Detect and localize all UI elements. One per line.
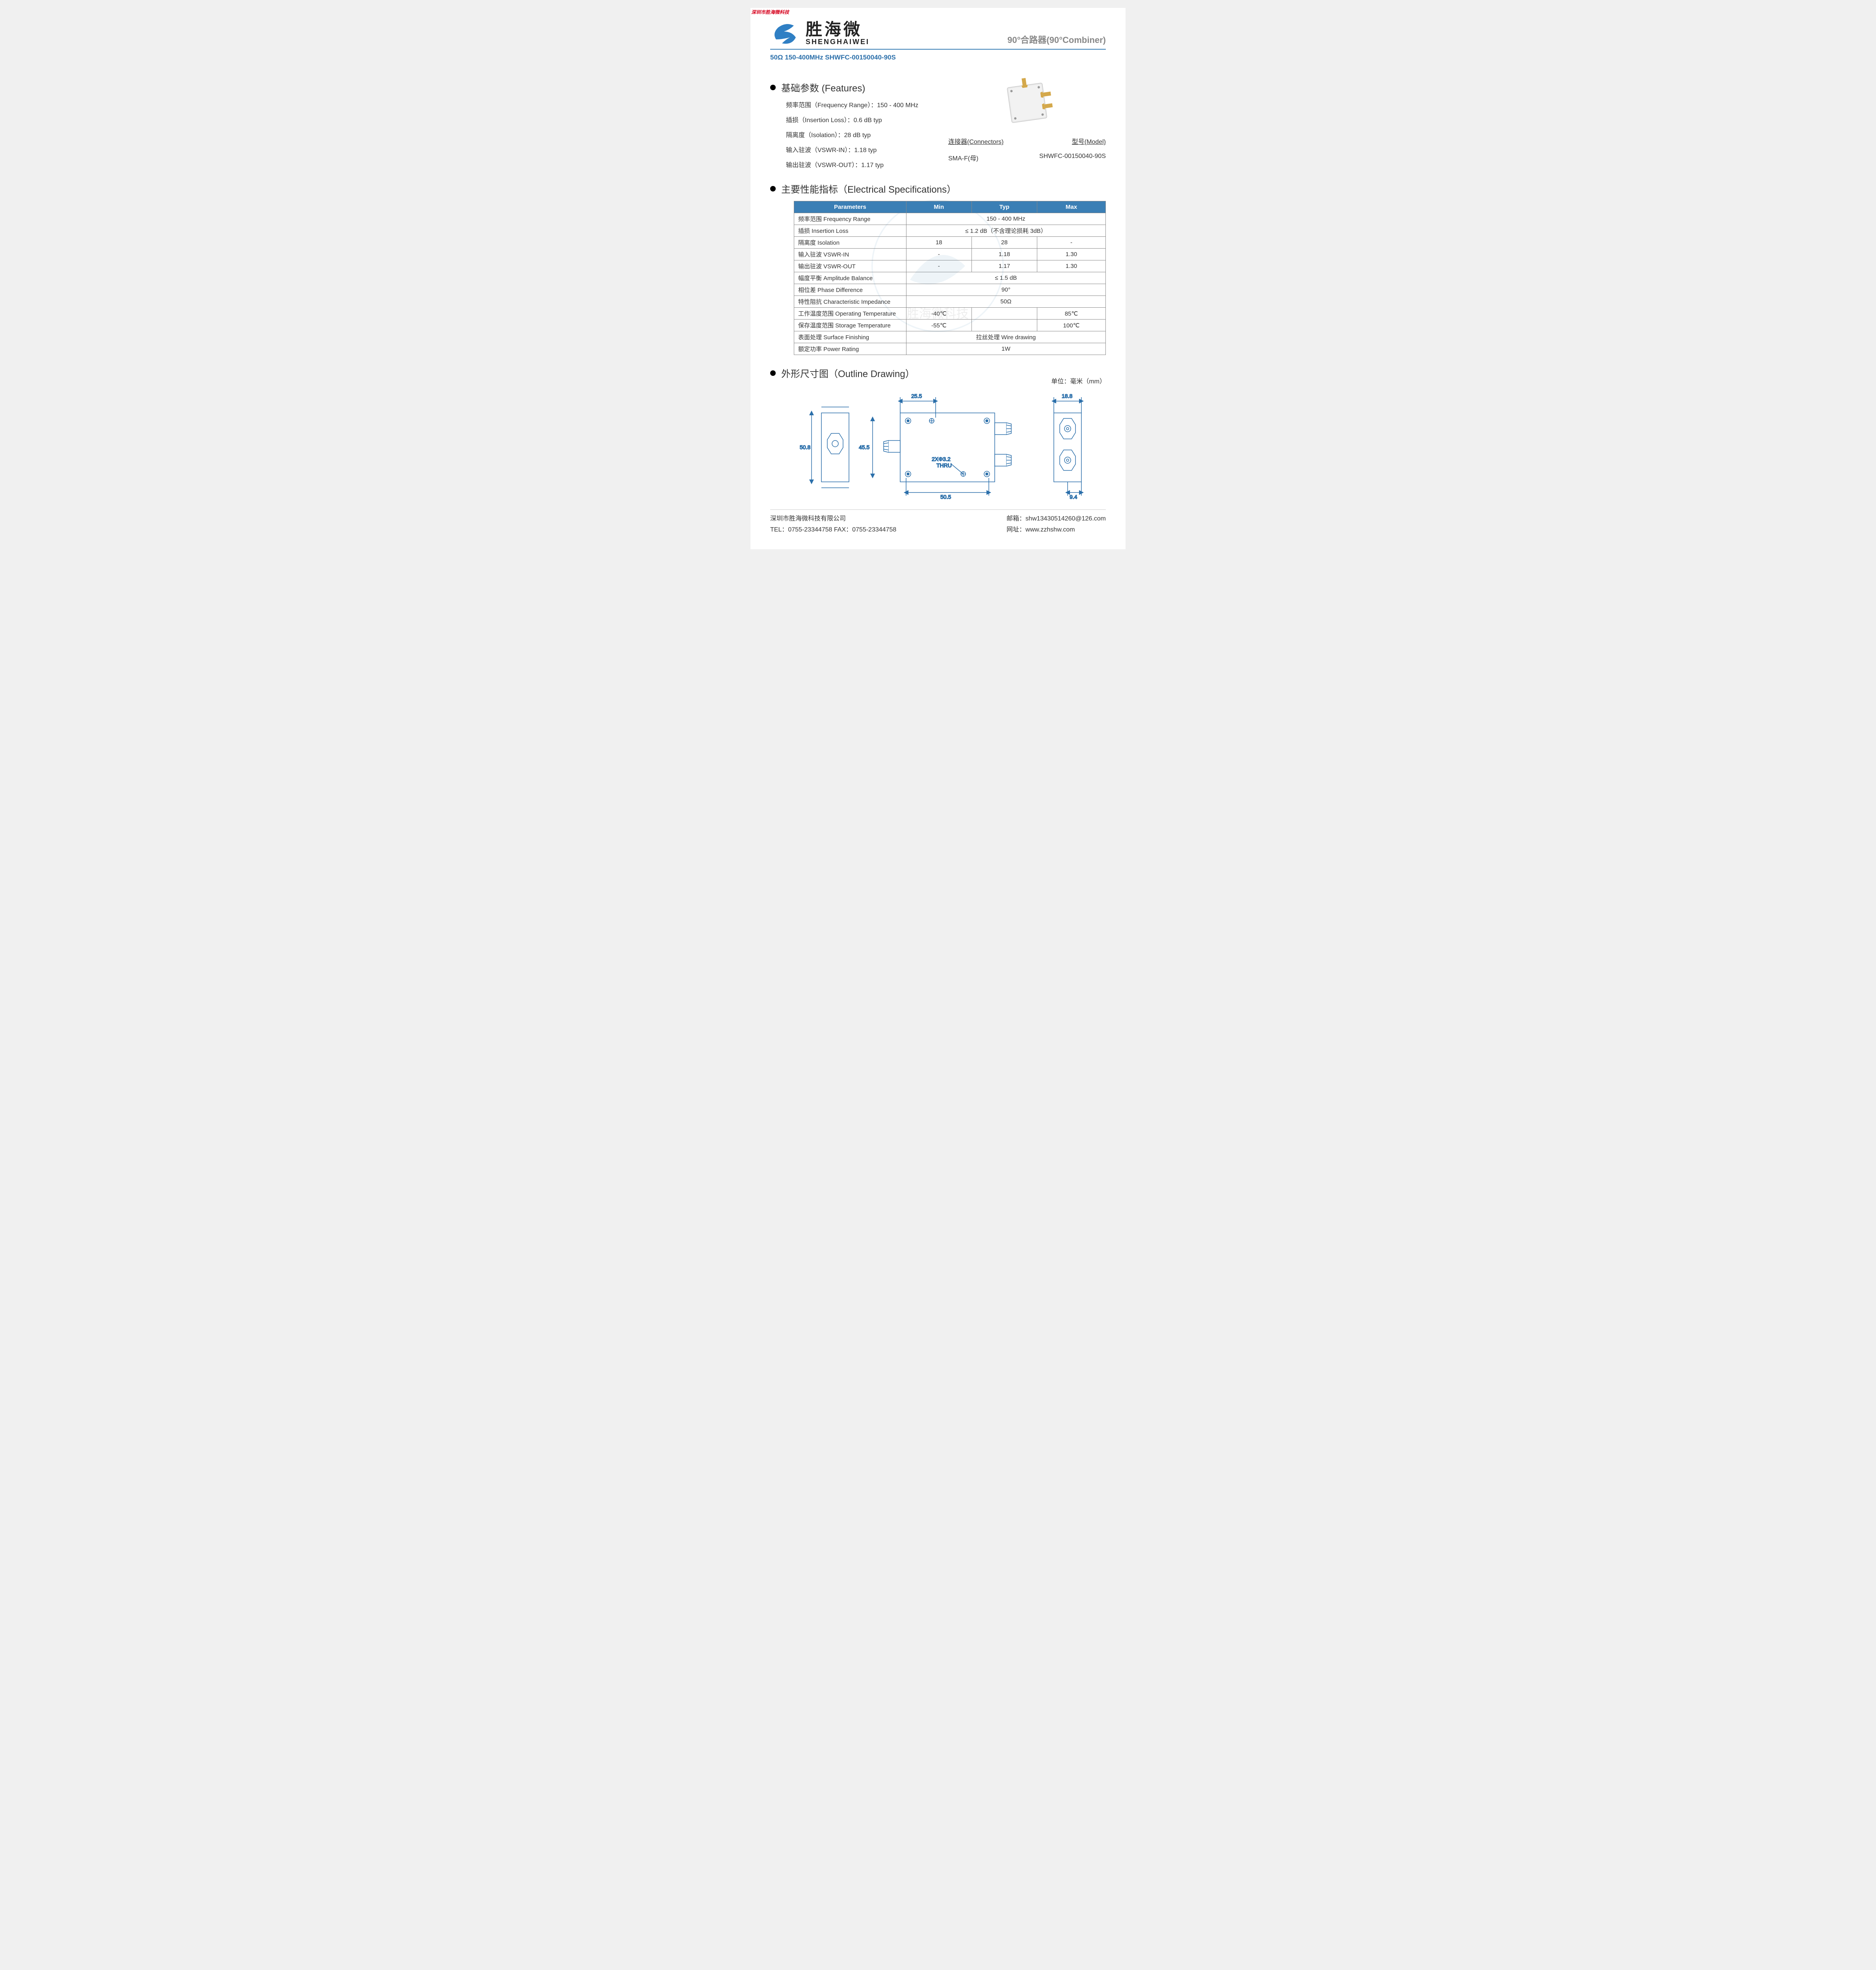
value-cell: 1.30 xyxy=(1037,249,1105,260)
connector-header: 连接器(Connectors) 型号(Model) xyxy=(948,136,1106,146)
param-cell: 特性阻抗 Characteristic Impedance xyxy=(794,296,906,308)
page: 深圳市胜海微科技 胜海微科技 胜海微 SHENGHAIWEI 90°合路器(90… xyxy=(750,8,1126,549)
feature-line: 隔离度（Isolation）：28 dB typ xyxy=(786,130,932,139)
table-header: Typ xyxy=(971,201,1037,213)
header: 胜海微 SHENGHAIWEI 90°合路器(90°Combiner) xyxy=(770,8,1106,50)
spec-table: ParametersMinTypMax 频率范围 Frequency Range… xyxy=(794,201,1106,355)
value-cell: -40℃ xyxy=(906,308,971,320)
param-cell: 额定功率 Power Rating xyxy=(794,343,906,355)
footer-web: 网址：www.zzhshw.com xyxy=(1007,524,1106,533)
table-header: Parameters xyxy=(794,201,906,213)
footer: 深圳市胜海微科技有限公司 TEL：0755-23344758 FAX：0755-… xyxy=(770,509,1106,533)
value-cell: 90° xyxy=(906,284,1105,296)
footer-tel: TEL：0755-23344758 FAX：0755-23344758 xyxy=(770,524,896,533)
dim-label: 2XΦ3.2 xyxy=(932,456,951,462)
value-cell: 100℃ xyxy=(1037,320,1105,331)
dim-label: 50.5 xyxy=(940,494,951,500)
param-cell: 插损 Insertion Loss xyxy=(794,225,906,237)
features-list: 频率范围（Frequency Range）：150 - 400 MHz 插损（I… xyxy=(770,100,932,169)
dim-label: 25.5 xyxy=(911,393,922,399)
value-cell: -55℃ xyxy=(906,320,971,331)
value-cell: 1W xyxy=(906,343,1105,355)
value-cell: ≤ 1.5 dB xyxy=(906,272,1105,284)
value-cell: 150 - 400 MHz xyxy=(906,213,1105,225)
table-row: 保存温度范围 Storage Temperature-55℃ 100℃ xyxy=(794,320,1106,331)
param-cell: 工作温度范围 Operating Temperature xyxy=(794,308,906,320)
bullet-icon xyxy=(770,85,776,90)
outline-unit: 单位：毫米（mm） xyxy=(1051,376,1106,385)
connector-value-left: SMA-F(母) xyxy=(948,153,978,162)
logo-cn-text: 胜海微 xyxy=(806,21,869,38)
table-row: 插损 Insertion Loss≤ 1.2 dB（不含理论损耗 3dB） xyxy=(794,225,1106,237)
value-cell: - xyxy=(906,249,971,260)
dim-label: 9.4 xyxy=(1070,494,1077,500)
value-cell xyxy=(971,320,1037,331)
table-row: 幅度平衡 Amplitude Balance≤ 1.5 dB xyxy=(794,272,1106,284)
value-cell: 1.30 xyxy=(1037,260,1105,272)
value-cell: 1.18 xyxy=(971,249,1037,260)
value-cell: - xyxy=(1037,237,1105,249)
param-cell: 输出驻波 VSWR-OUT xyxy=(794,260,906,272)
product-subheader: 50Ω 150-400MHz SHWFC-00150040-90S xyxy=(770,50,1106,73)
param-cell: 表面处理 Surface Finishing xyxy=(794,331,906,343)
dim-label: 45.5 xyxy=(859,444,869,450)
company-stamp: 深圳市胜海微科技 xyxy=(751,9,789,15)
logo-icon xyxy=(770,20,802,47)
outline-drawing: 50.8 xyxy=(794,389,1106,502)
param-cell: 频率范围 Frequency Range xyxy=(794,213,906,225)
table-row: 表面处理 Surface Finishing拉丝处理 Wire drawing xyxy=(794,331,1106,343)
table-row: 输出驻波 VSWR-OUT-1.171.30 xyxy=(794,260,1106,272)
section-outline-title: 外形尺寸图（Outline Drawing） xyxy=(770,366,915,380)
value-cell: ≤ 1.2 dB（不含理论损耗 3dB） xyxy=(906,225,1105,237)
param-cell: 保存温度范围 Storage Temperature xyxy=(794,320,906,331)
section-specs-title: 主要性能指标（Electrical Specifications） xyxy=(770,182,1106,195)
table-row: 工作温度范围 Operating Temperature-40℃ 85℃ xyxy=(794,308,1106,320)
connector-value-right: SHWFC-00150040-90S xyxy=(1039,153,1106,162)
table-row: 相位差 Phase Difference90° xyxy=(794,284,1106,296)
product-category-title: 90°合路器(90°Combiner) xyxy=(1007,33,1106,47)
param-cell: 相位差 Phase Difference xyxy=(794,284,906,296)
table-header: Max xyxy=(1037,201,1105,213)
feature-line: 频率范围（Frequency Range）：150 - 400 MHz xyxy=(786,100,932,109)
param-cell: 隔离度 Isolation xyxy=(794,237,906,249)
connector-values: SMA-F(母) SHWFC-00150040-90S xyxy=(948,153,1106,162)
logo-block: 胜海微 SHENGHAIWEI xyxy=(770,20,869,47)
value-cell xyxy=(971,308,1037,320)
value-cell: 50Ω xyxy=(906,296,1105,308)
footer-company: 深圳市胜海微科技有限公司 xyxy=(770,513,896,522)
dim-label: 50.8 xyxy=(800,444,810,450)
table-row: 输入驻波 VSWR-IN-1.181.30 xyxy=(794,249,1106,260)
bullet-icon xyxy=(770,370,776,376)
section-label: 主要性能指标（Electrical Specifications） xyxy=(781,182,956,195)
connector-head-left: 连接器(Connectors) xyxy=(948,136,1003,146)
table-header: Min xyxy=(906,201,971,213)
product-photo xyxy=(996,73,1059,132)
connector-head-right: 型号(Model) xyxy=(1072,136,1106,146)
dim-label: THRU xyxy=(936,462,952,468)
value-cell: 拉丝处理 Wire drawing xyxy=(906,331,1105,343)
logo-en-text: SHENGHAIWEI xyxy=(806,38,869,46)
table-row: 特性阻抗 Characteristic Impedance50Ω xyxy=(794,296,1106,308)
dim-label: 18.8 xyxy=(1062,393,1072,399)
feature-line: 输入驻波（VSWR-IN）：1.18 typ xyxy=(786,145,932,154)
param-cell: 输入驻波 VSWR-IN xyxy=(794,249,906,260)
section-label: 基础参数 (Features) xyxy=(781,80,865,94)
table-row: 额定功率 Power Rating1W xyxy=(794,343,1106,355)
value-cell: 85℃ xyxy=(1037,308,1105,320)
table-row: 隔离度 Isolation1828- xyxy=(794,237,1106,249)
bullet-icon xyxy=(770,186,776,191)
value-cell: 18 xyxy=(906,237,971,249)
value-cell: 1.17 xyxy=(971,260,1037,272)
feature-line: 输出驻波（VSWR-OUT）：1.17 typ xyxy=(786,160,932,169)
value-cell: - xyxy=(906,260,971,272)
param-cell: 幅度平衡 Amplitude Balance xyxy=(794,272,906,284)
footer-email: 邮箱：shw13430514260@126.com xyxy=(1007,513,1106,522)
section-features-title: 基础参数 (Features) xyxy=(770,80,932,94)
section-label: 外形尺寸图（Outline Drawing） xyxy=(781,366,915,380)
value-cell: 28 xyxy=(971,237,1037,249)
table-row: 频率范围 Frequency Range150 - 400 MHz xyxy=(794,213,1106,225)
feature-line: 插损（Insertion Loss）：0.6 dB typ xyxy=(786,115,932,124)
